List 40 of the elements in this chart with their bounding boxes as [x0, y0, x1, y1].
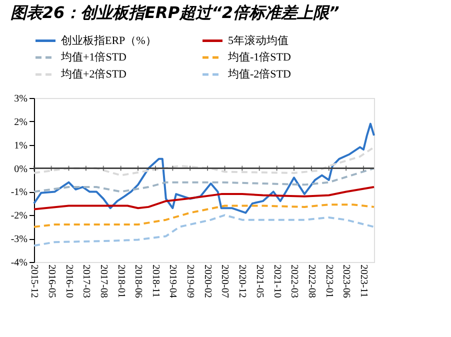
x-tick-label: 2019-09	[184, 264, 196, 298]
x-tick-label: 2018-11	[150, 264, 161, 298]
y-tick-label: 3%	[14, 94, 28, 104]
line-series	[33, 167, 375, 193]
chart-title: 图表26：创业板指ERP超过“2倍标准差上限”	[10, 3, 340, 22]
x-tick-label: 2015-12	[28, 264, 40, 298]
x-tick-label: 2020-07	[219, 264, 230, 298]
x-tick-label: 2016-05	[46, 264, 57, 298]
x-tick-label: 2021-05	[254, 264, 265, 298]
x-tick-label: 2023-11	[358, 264, 370, 298]
y-tick-label: -2%	[10, 210, 28, 222]
y-tick-label: 1%	[14, 140, 28, 152]
x-tick-label: 2023-01	[323, 264, 334, 298]
line-series	[33, 122, 375, 214]
legend-label: 5年滚动均值	[228, 34, 288, 47]
line-series	[33, 186, 375, 210]
x-tick-label: 2018-01	[115, 264, 126, 298]
legend-label: 创业板指ERP（%）	[61, 34, 156, 47]
legend-label: 均值-1倍STD	[227, 50, 291, 64]
x-tick-label: 2016-10	[63, 264, 74, 298]
y-tick-label: -3%	[10, 234, 28, 246]
legend-label: 均值+1倍STD	[60, 50, 127, 64]
x-tick-label: 2023-06	[340, 264, 352, 298]
legend-label: 均值+2倍STD	[60, 68, 127, 80]
y-tick-label: -4%	[10, 258, 28, 268]
x-tick-label: 2020-02	[202, 264, 214, 298]
y-tick-label: 0%	[14, 164, 28, 175]
x-tick-label: 2017-08	[98, 264, 109, 298]
y-tick-label: 2%	[14, 116, 28, 128]
x-tick-label: 2019-04	[167, 264, 178, 298]
x-tick-label: 2017-03	[80, 264, 92, 298]
y-tick-label: -1%	[10, 187, 28, 198]
x-tick-label: 2021-10	[271, 264, 282, 298]
line-series	[33, 204, 375, 228]
x-tick-label: 2020-12	[236, 264, 248, 298]
x-tick-label: 2022-08	[306, 264, 317, 298]
line-series	[33, 214, 375, 247]
x-tick-label: 2022-03	[288, 264, 300, 298]
legend-label: 均值-2倍STD	[227, 68, 291, 80]
x-tick-label: 2018-06	[132, 264, 144, 298]
